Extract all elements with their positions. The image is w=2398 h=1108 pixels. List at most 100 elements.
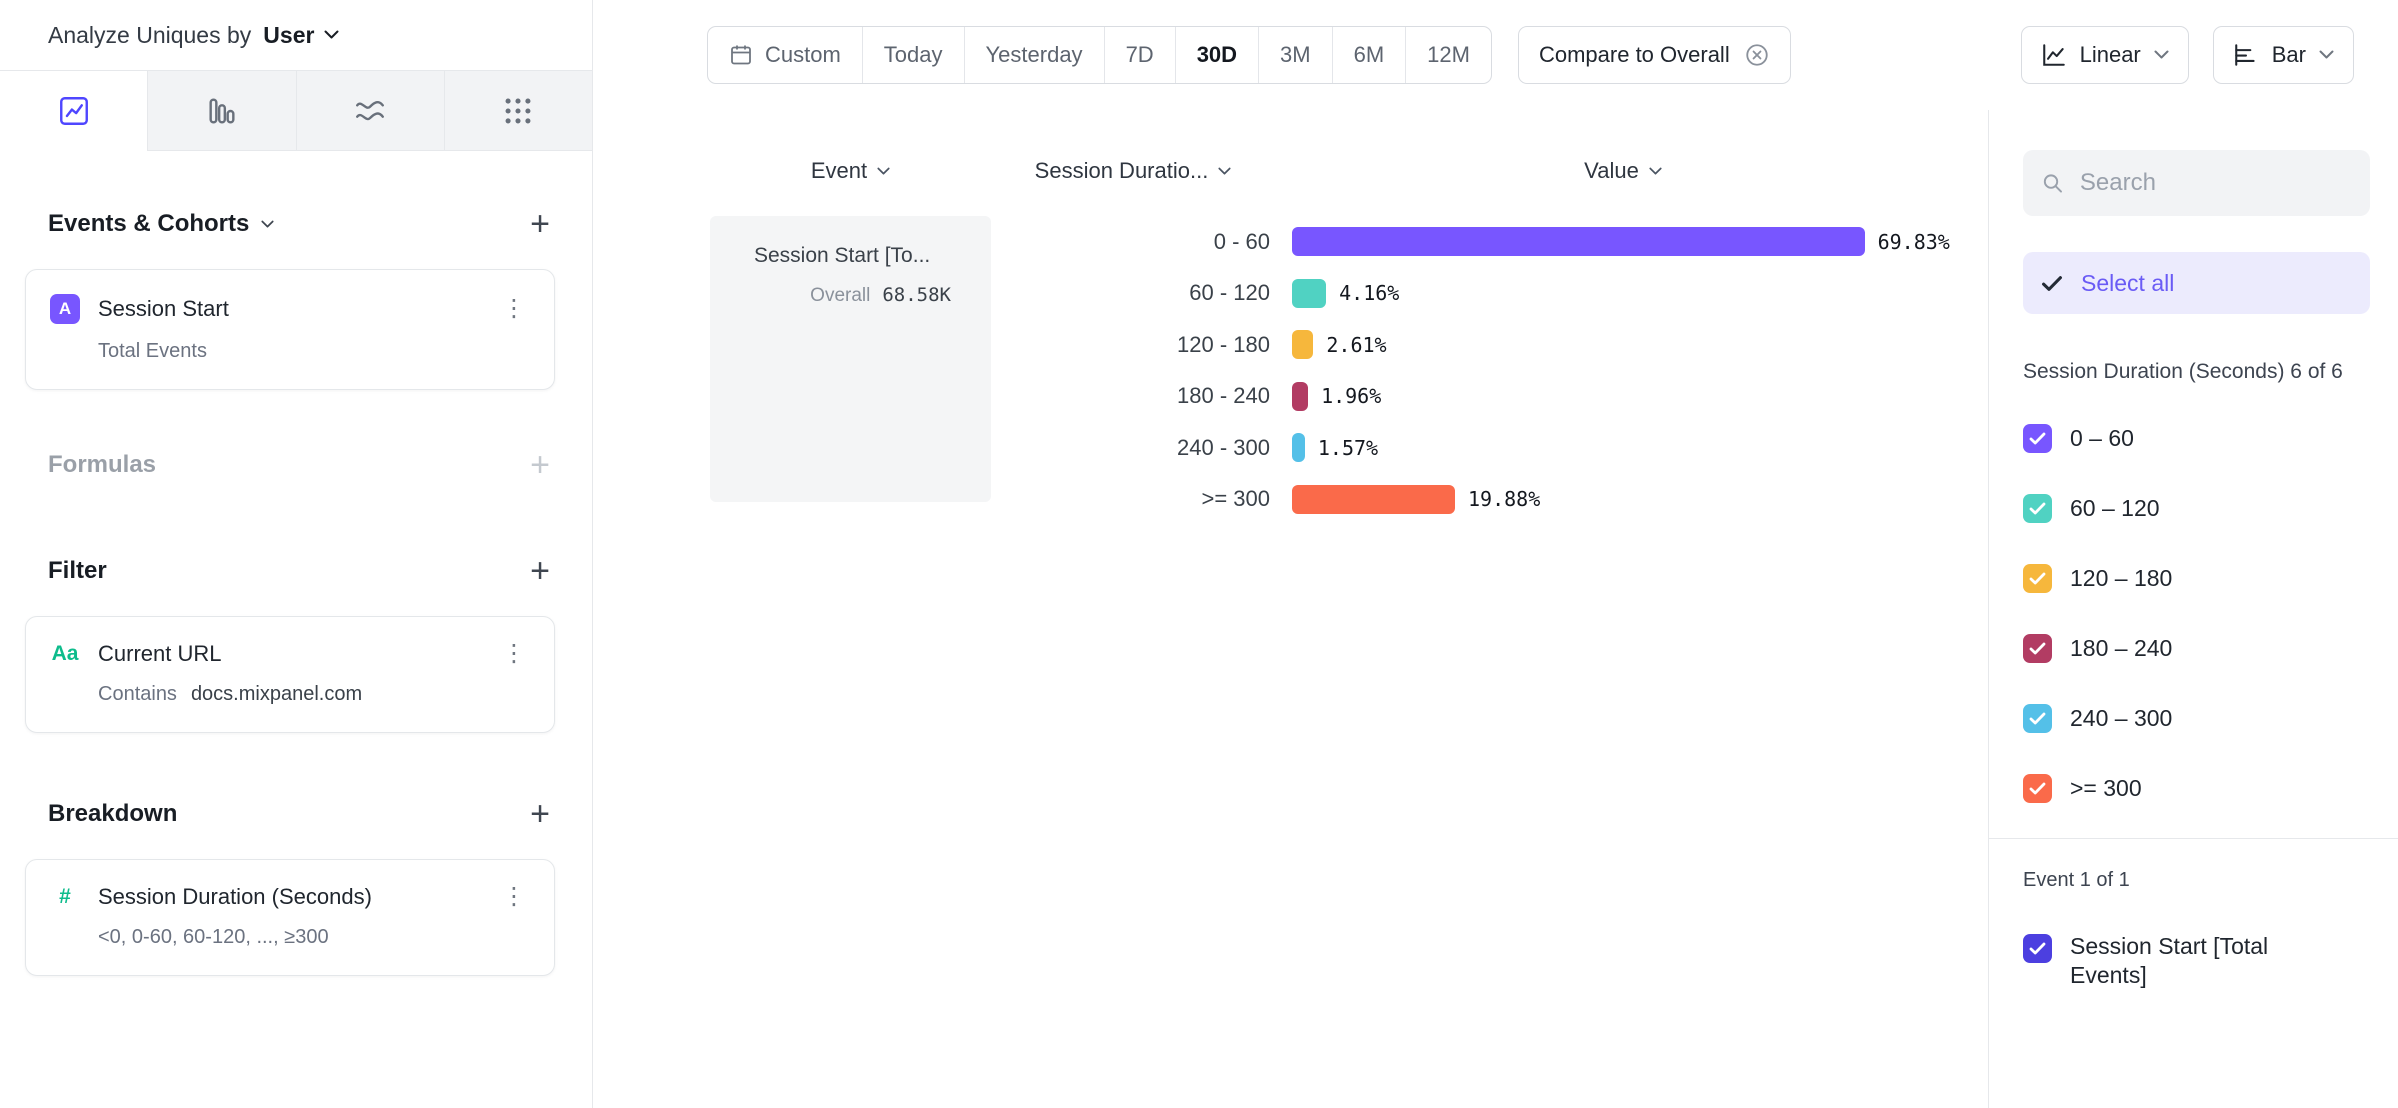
filter-header: Filter + bbox=[0, 554, 592, 588]
check-icon bbox=[2029, 942, 2046, 954]
bar-rows: 0 - 60 69.83% 60 - 120 4.16% 120 - 180 2.61… bbox=[991, 216, 1950, 525]
date-range-custom[interactable]: Custom bbox=[708, 27, 862, 83]
checklist-item[interactable]: 0 – 60 bbox=[2023, 404, 2370, 474]
column-header-breakdown[interactable]: Session Duratio... bbox=[993, 158, 1273, 184]
checklist-item[interactable]: 240 – 300 bbox=[2023, 684, 2370, 754]
legend-search bbox=[2023, 150, 2370, 216]
bar-category: 60 - 120 bbox=[1189, 280, 1270, 306]
filter-card-menu-icon[interactable]: ⋮ bbox=[498, 642, 530, 666]
bar[interactable] bbox=[1292, 433, 1305, 463]
bar-category: 120 - 180 bbox=[1177, 331, 1270, 357]
date-range-12m[interactable]: 12M bbox=[1405, 27, 1491, 83]
legend-panel: Select all Session Duration (Seconds) 6 … bbox=[1988, 110, 2398, 1108]
events-cohorts-title: Events & Cohorts bbox=[48, 210, 250, 237]
tab-retention[interactable] bbox=[295, 71, 444, 151]
bar-category: 0 - 60 bbox=[1213, 228, 1270, 254]
event-group-cell[interactable]: Session Start [To... Overall 68.58K bbox=[710, 216, 991, 502]
string-property-icon: Aa bbox=[51, 642, 79, 665]
check-icon bbox=[2029, 642, 2046, 655]
bar[interactable] bbox=[1292, 330, 1314, 360]
add-breakdown-button[interactable]: + bbox=[530, 795, 550, 833]
event-card[interactable]: A Session Start ⋮ Total Events bbox=[25, 269, 555, 390]
date-range-3m[interactable]: 3M bbox=[1258, 27, 1332, 83]
remove-compare-icon[interactable] bbox=[1744, 42, 1770, 68]
tab-flows[interactable] bbox=[443, 71, 592, 151]
date-range-today[interactable]: Today bbox=[861, 27, 964, 83]
breakdown-card-buckets[interactable]: <0, 0-60, 60-120, ..., ≥300 bbox=[98, 926, 329, 948]
column-header-value[interactable]: Value bbox=[1493, 158, 1753, 184]
chart-body: Session Start [To... Overall 68.58K 0 - 6… bbox=[710, 216, 1950, 525]
check-icon bbox=[2042, 275, 2062, 291]
checkbox[interactable] bbox=[2023, 774, 2052, 803]
flows-dots-icon bbox=[505, 98, 531, 123]
check-icon bbox=[2029, 572, 2046, 585]
bar-value: 4.16% bbox=[1339, 281, 1400, 306]
date-range-label: 6M bbox=[1353, 42, 1385, 67]
checkbox-label: Session Start [Total Events] bbox=[2070, 932, 2269, 989]
checkbox[interactable] bbox=[2023, 933, 2052, 963]
formulas-title: Formulas bbox=[48, 451, 157, 478]
breakdown-group-label: Session Duration (Seconds) 6 of 6 bbox=[2023, 360, 2343, 383]
bar[interactable] bbox=[1292, 381, 1309, 411]
analyze-label: Analyze Uniques by bbox=[48, 21, 252, 48]
checkbox[interactable] bbox=[2023, 704, 2052, 733]
select-all-row[interactable]: Select all bbox=[2023, 252, 2370, 314]
bar[interactable] bbox=[1292, 227, 1865, 257]
search-icon bbox=[2043, 174, 2062, 193]
filter-card[interactable]: Aa Current URL ⋮ Contains docs.mixpanel.c… bbox=[25, 616, 555, 733]
tab-funnels[interactable] bbox=[147, 71, 296, 151]
bar-category: 180 - 240 bbox=[1177, 383, 1270, 409]
date-range-label: Yesterday bbox=[985, 42, 1083, 67]
checkbox[interactable] bbox=[2023, 564, 2052, 593]
date-range-30d[interactable]: 30D bbox=[1174, 27, 1258, 83]
event-group-label: Event 1 of 1 bbox=[2023, 868, 2130, 891]
bar-row: 120 - 180 2.61% bbox=[991, 319, 1950, 371]
compare-to-overall-chip[interactable]: Compare to Overall bbox=[1517, 26, 1791, 84]
add-formula-button[interactable]: + bbox=[530, 446, 550, 484]
date-range-label: 7D bbox=[1125, 42, 1154, 67]
column-header-label: Event bbox=[810, 158, 868, 183]
bar-category: >= 300 bbox=[1201, 486, 1270, 512]
tab-insights[interactable] bbox=[0, 71, 148, 151]
chart-type-dropdown[interactable]: Bar bbox=[2212, 26, 2354, 84]
breakdown-card[interactable]: # Session Duration (Seconds) ⋮ <0, 0-60,… bbox=[25, 859, 555, 976]
checklist-item[interactable]: 60 – 120 bbox=[2023, 474, 2370, 544]
date-range-label: Custom bbox=[765, 42, 841, 67]
analyze-by-dropdown[interactable]: User bbox=[263, 22, 339, 49]
column-header-event[interactable]: Event bbox=[710, 158, 991, 184]
bar-chart-icon bbox=[2234, 44, 2255, 66]
event-card-subtitle[interactable]: Total Events bbox=[98, 340, 207, 362]
bar-category: 240 - 300 bbox=[1177, 434, 1270, 460]
bar[interactable] bbox=[1292, 278, 1327, 308]
date-range-yesterday[interactable]: Yesterday bbox=[963, 27, 1104, 83]
checklist-item[interactable]: 180 – 240 bbox=[2023, 614, 2370, 684]
date-range-6m[interactable]: 6M bbox=[1331, 27, 1406, 83]
overall-value: 68.58K bbox=[882, 284, 951, 306]
event-checklist-item[interactable]: Session Start [Total Events] bbox=[2023, 932, 2370, 992]
chevron-down-icon bbox=[1218, 167, 1231, 175]
value-scale-dropdown[interactable]: Linear bbox=[2020, 26, 2189, 84]
column-header-label: Session Duratio... bbox=[1034, 158, 1209, 183]
breakdown-card-menu-icon[interactable]: ⋮ bbox=[498, 885, 530, 909]
search-input[interactable] bbox=[2077, 168, 2352, 198]
bar-row: 0 - 60 69.83% bbox=[991, 216, 1950, 268]
date-range-label: 12M bbox=[1427, 42, 1470, 67]
bar-value: 1.57% bbox=[1317, 435, 1379, 460]
checklist-item[interactable]: 120 – 180 bbox=[2023, 544, 2370, 614]
event-card-menu-icon[interactable]: ⋮ bbox=[498, 297, 530, 321]
add-event-button[interactable]: + bbox=[530, 205, 550, 243]
top-toolbar: Custom Today Yesterday 7D 30D 3M 6M 12M … bbox=[593, 0, 2398, 110]
add-filter-button[interactable]: + bbox=[530, 552, 550, 590]
breakdown-checklist: 0 – 60 60 – 120 120 – 180 180 – 240 240 … bbox=[2023, 404, 2370, 824]
bar[interactable] bbox=[1292, 484, 1456, 514]
checkbox[interactable] bbox=[2023, 634, 2052, 663]
analyze-row: Analyze Uniques by User bbox=[0, 0, 592, 71]
event-group-title: Session Start [To... bbox=[754, 244, 931, 267]
checkbox[interactable] bbox=[2023, 424, 2052, 453]
checkbox-label: 240 – 300 bbox=[2070, 705, 2173, 731]
checklist-item[interactable]: >= 300 bbox=[2023, 754, 2370, 824]
checkbox[interactable] bbox=[2023, 494, 2052, 523]
checkbox-label: 180 – 240 bbox=[2070, 635, 2173, 661]
date-range-7d[interactable]: 7D bbox=[1103, 27, 1175, 83]
filter-card-condition[interactable]: Contains docs.mixpanel.com bbox=[50, 683, 530, 706]
